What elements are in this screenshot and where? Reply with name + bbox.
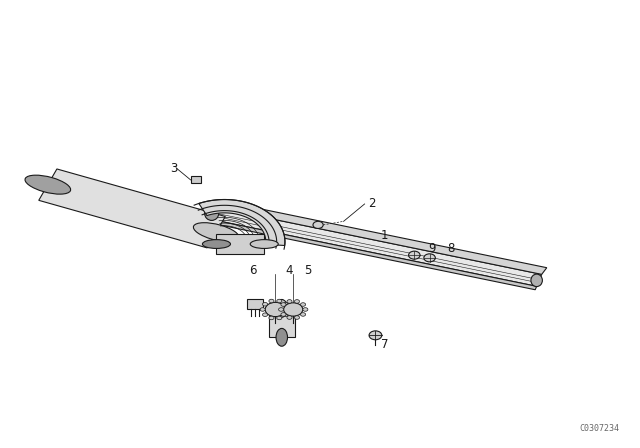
Circle shape xyxy=(294,300,300,303)
Circle shape xyxy=(313,221,323,228)
Circle shape xyxy=(408,251,420,259)
Polygon shape xyxy=(247,299,262,310)
Ellipse shape xyxy=(250,240,278,249)
Circle shape xyxy=(301,313,305,316)
Ellipse shape xyxy=(276,299,287,317)
Ellipse shape xyxy=(193,223,239,241)
Text: 5: 5 xyxy=(304,264,312,277)
Circle shape xyxy=(281,313,286,316)
Text: 3: 3 xyxy=(170,162,178,175)
Circle shape xyxy=(301,303,305,306)
Circle shape xyxy=(283,313,288,316)
Circle shape xyxy=(276,299,282,303)
Ellipse shape xyxy=(25,175,70,194)
Polygon shape xyxy=(217,201,547,274)
Polygon shape xyxy=(269,308,294,337)
Circle shape xyxy=(424,254,435,262)
Polygon shape xyxy=(216,234,264,254)
Circle shape xyxy=(287,316,292,319)
Circle shape xyxy=(276,316,282,320)
Circle shape xyxy=(265,302,285,317)
Text: 6: 6 xyxy=(248,264,256,277)
Circle shape xyxy=(278,308,284,311)
Circle shape xyxy=(262,302,268,306)
Polygon shape xyxy=(199,199,285,246)
Text: 9: 9 xyxy=(428,242,436,255)
Ellipse shape xyxy=(202,240,230,249)
Ellipse shape xyxy=(276,328,287,346)
Circle shape xyxy=(284,303,303,316)
Circle shape xyxy=(287,300,292,303)
Polygon shape xyxy=(210,220,537,290)
Circle shape xyxy=(281,303,286,306)
Ellipse shape xyxy=(531,274,542,287)
Text: C0307234: C0307234 xyxy=(579,424,620,433)
Circle shape xyxy=(260,308,265,311)
Polygon shape xyxy=(191,176,201,184)
Text: 8: 8 xyxy=(447,242,455,255)
Circle shape xyxy=(283,302,288,306)
Circle shape xyxy=(294,316,300,319)
Circle shape xyxy=(262,313,268,316)
Text: 7: 7 xyxy=(381,338,388,351)
Circle shape xyxy=(303,308,308,311)
Text: 1: 1 xyxy=(381,228,388,241)
Ellipse shape xyxy=(205,207,219,220)
Text: 4: 4 xyxy=(285,264,292,277)
Polygon shape xyxy=(39,169,225,248)
Polygon shape xyxy=(212,207,541,286)
Circle shape xyxy=(285,308,291,311)
Circle shape xyxy=(269,299,274,303)
Text: 2: 2 xyxy=(368,198,375,211)
Circle shape xyxy=(369,331,382,340)
Circle shape xyxy=(269,316,274,320)
